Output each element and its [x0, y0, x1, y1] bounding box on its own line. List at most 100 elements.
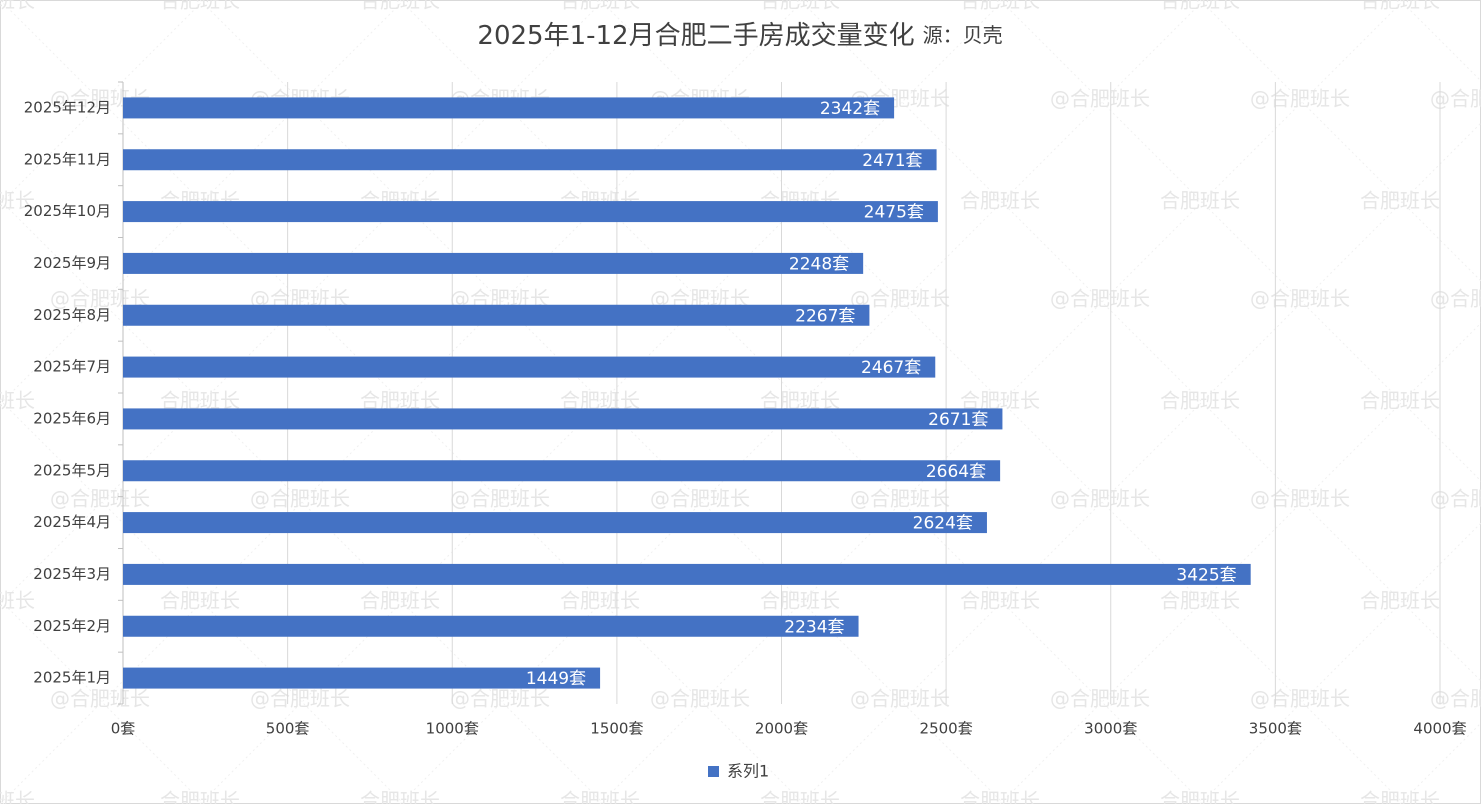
data-label: 2267套: [795, 306, 855, 326]
watermark-text: 合肥班长: [760, 0, 840, 13]
watermark-text: 合肥班长: [1360, 589, 1440, 613]
x-tick-label: 500套: [266, 720, 310, 738]
data-label: 3425套: [1176, 565, 1236, 585]
watermark-text: @合肥班长: [850, 687, 950, 711]
watermark-text: @合肥班长: [450, 487, 550, 511]
watermark-text: 合肥班长: [1160, 189, 1240, 213]
x-tick-label: 2000套: [755, 720, 808, 738]
x-tick-label: 1000套: [426, 720, 479, 738]
data-label: 2475套: [864, 203, 924, 223]
watermark-text: 合肥班长: [360, 589, 440, 613]
watermark-text: @合肥班长: [1050, 487, 1150, 511]
gridlines: [287, 82, 1441, 704]
chart-title: 2025年1-12月合肥二手房成交量变化 源：贝壳: [477, 21, 1002, 51]
category-label: 2025年7月: [33, 358, 111, 376]
legend-swatch: [708, 766, 719, 777]
watermark-text: 合肥班长: [0, 0, 35, 13]
bar: [123, 460, 1001, 482]
watermark-text: 合肥班长: [960, 189, 1040, 213]
x-tick-label: 3500套: [1249, 720, 1302, 738]
data-label: 2664套: [926, 462, 986, 482]
watermark-text: @合肥班长: [50, 487, 150, 511]
category-label: 2025年3月: [33, 565, 111, 583]
bar: [123, 356, 936, 378]
category-label: 2025年6月: [33, 409, 111, 427]
watermark-text: 合肥班长: [1360, 789, 1440, 804]
watermark-text: 合肥班长: [1160, 589, 1240, 613]
category-label: 2025年9月: [33, 254, 111, 272]
watermark-text: @合肥班长: [650, 487, 750, 511]
x-tick-label: 4000套: [1413, 720, 1466, 738]
watermark-text: 合肥班长: [160, 789, 240, 804]
category-label: 2025年10月: [24, 202, 111, 220]
data-label: 2471套: [862, 151, 922, 171]
watermark-text: 合肥班长: [1360, 389, 1440, 413]
bar: [123, 512, 987, 534]
data-label: 2234套: [784, 617, 844, 637]
data-label: 2467套: [861, 358, 921, 378]
category-label: 2025年1月: [33, 669, 111, 687]
watermark-text: 合肥班长: [960, 0, 1040, 13]
category-label: 2025年12月: [24, 98, 111, 116]
category-label: 2025年5月: [33, 461, 111, 479]
watermark-text: 合肥班长: [160, 0, 240, 13]
watermark-text: 合肥班长: [560, 589, 640, 613]
data-label: 2248套: [789, 254, 849, 274]
data-label: 2671套: [928, 410, 988, 430]
watermark-text: 合肥班长: [960, 589, 1040, 613]
watermark-text: 合肥班长: [960, 789, 1040, 804]
watermark-text: @合肥班长: [850, 487, 950, 511]
watermark-text: @合肥班长: [1050, 287, 1150, 311]
x-tick-label: 2500套: [920, 720, 973, 738]
watermark-text: @合肥班长: [1250, 687, 1350, 711]
bar: [123, 615, 859, 637]
bar: [123, 304, 870, 326]
data-label: 2624套: [913, 514, 973, 534]
watermark-text: @合肥班长: [1430, 287, 1481, 311]
x-tick-label: 0套: [111, 720, 136, 738]
watermark-text: @合肥班长: [650, 687, 750, 711]
data-label: 1449套: [526, 669, 586, 689]
bar: [123, 149, 937, 171]
bar: [123, 408, 1003, 430]
x-tick-label: 1500套: [590, 720, 643, 738]
watermark-text: @合肥班长: [50, 687, 150, 711]
category-label: 2025年2月: [33, 617, 111, 635]
watermark-text: 合肥班长: [1360, 0, 1440, 13]
watermark-text: @合肥班长: [250, 487, 350, 511]
watermark-text: 合肥班长: [1360, 189, 1440, 213]
watermark-text: 合肥班长: [560, 0, 640, 13]
watermark-text: 合肥班长: [760, 789, 840, 804]
watermark-text: @合肥班长: [1050, 87, 1150, 111]
legend: 系列1: [708, 762, 769, 781]
watermark-text: @合肥班长: [1250, 487, 1350, 511]
watermark-text: 合肥班长: [0, 189, 35, 213]
watermark-text: @合肥班长: [1050, 687, 1150, 711]
data-label: 2342套: [820, 99, 880, 119]
watermark-text: 合肥班长: [0, 789, 35, 804]
watermark-text: @合肥班长: [1430, 487, 1481, 511]
watermark-text: 合肥班长: [160, 589, 240, 613]
legend-label: 系列1: [727, 762, 769, 781]
watermark-text: 合肥班长: [360, 789, 440, 804]
watermark-text: @合肥班长: [1250, 287, 1350, 311]
watermark-text: 合肥班长: [1160, 389, 1240, 413]
bar: [123, 252, 864, 274]
watermark-text: @合肥班长: [1430, 87, 1481, 111]
watermark-text: @合肥班长: [250, 687, 350, 711]
bar: [123, 667, 601, 689]
watermark-text: 合肥班长: [1160, 789, 1240, 804]
category-label: 2025年4月: [33, 513, 111, 531]
chart-subtitle: 源：贝壳: [923, 23, 1003, 47]
category-label: 2025年8月: [33, 306, 111, 324]
watermark-text: @合肥班长: [1430, 687, 1481, 711]
x-tick-label: 3000套: [1084, 720, 1137, 738]
y-axis: [118, 81, 124, 705]
watermark-text: 合肥班长: [1160, 0, 1240, 13]
chart-title-group: 2025年1-12月合肥二手房成交量变化 源：贝壳: [477, 21, 1002, 51]
watermark-text: 合肥班长: [0, 589, 35, 613]
bar: [123, 563, 1251, 585]
chart-title-main: 2025年1-12月合肥二手房成交量变化: [477, 21, 914, 51]
